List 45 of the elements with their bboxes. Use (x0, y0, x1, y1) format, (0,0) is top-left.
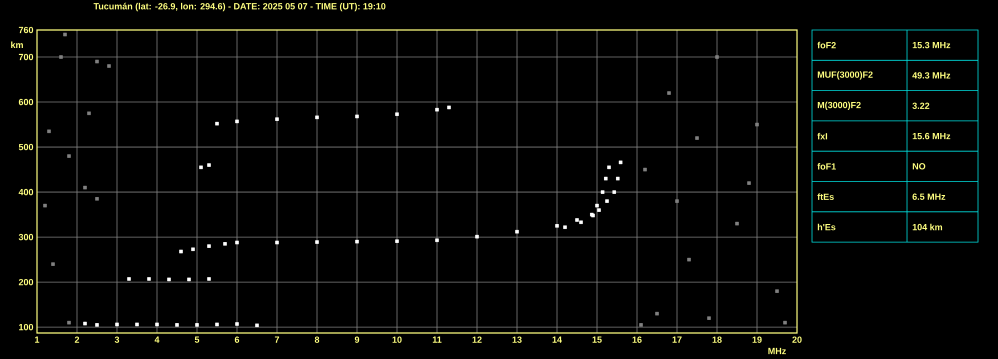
x-tick-label: 13 (512, 336, 522, 343)
text: foF1 (817, 163, 836, 170)
text: M(3000)F2 (818, 102, 861, 110)
text: NO (912, 163, 926, 170)
x-tick-label: 19 (752, 336, 762, 343)
y-axis-title: km (11, 42, 23, 48)
y-tick-label: 600 (18, 98, 34, 106)
text: 6.5 MHz (912, 194, 946, 200)
x-tick-label: 4 (154, 336, 160, 343)
text: fxI (817, 132, 828, 140)
y-tick-label: 400 (18, 188, 34, 196)
x-tick-label: 10 (392, 336, 402, 343)
text: foF2 (817, 42, 836, 48)
x-tick-label: 8 (314, 336, 320, 343)
text: 15.3 MHz (912, 42, 950, 48)
x-tick-label: 14 (552, 336, 562, 343)
y-tick-label: 200 (18, 278, 34, 286)
x-tick-label: 3 (114, 336, 120, 343)
x-tick-label: 17 (672, 336, 682, 343)
x-tick-label: 6 (234, 336, 240, 343)
x-tick-label: 7 (274, 336, 280, 343)
y-tick-label: 100 (19, 324, 34, 330)
x-tick-label: 15 (592, 336, 602, 343)
x-tick-label: 5 (194, 336, 200, 343)
x-tick-label: 9 (354, 336, 360, 343)
y-tick-label: 300 (18, 234, 34, 240)
x-tick-label: 11 (432, 336, 442, 343)
y-tick-label: 700 (18, 54, 34, 60)
y-tick-label: 760 (18, 26, 34, 34)
x-tick-label: 18 (712, 336, 722, 343)
text: MUF(3000)F2 (818, 71, 873, 80)
text: 3.22 (912, 102, 930, 109)
x-tick-label: 20 (792, 336, 802, 343)
x-axis-title: MHz (768, 348, 786, 354)
text: 104 km (912, 224, 942, 230)
text: h'Es (818, 224, 836, 230)
chart-title: Tucumán (lat: -26.9, lon: 294.6) - DATE: 2025 05 07 - TIME (UT): 19:10 (94, 2, 386, 12)
x-tick-label: 16 (632, 336, 642, 343)
y-tick-label: 500 (18, 144, 34, 150)
text: ftEs (817, 193, 834, 200)
text: 49.3 MHz (912, 72, 950, 79)
text: 15.6 MHz (912, 132, 950, 140)
x-tick-label: 1 (35, 336, 40, 343)
x-tick-label: 12 (472, 336, 482, 343)
x-tick-label: 2 (74, 336, 80, 343)
